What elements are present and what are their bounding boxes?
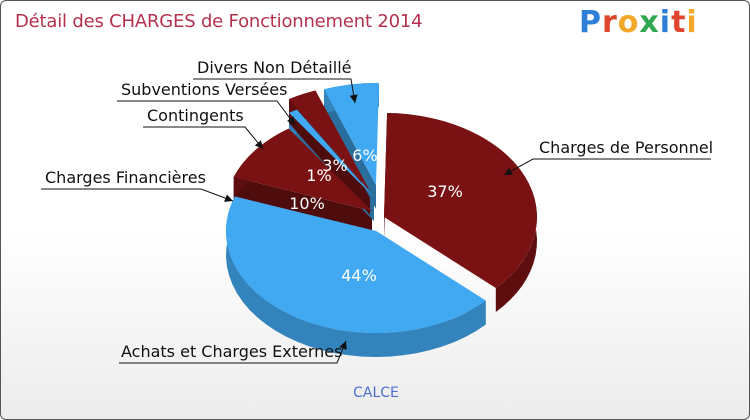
logo-letter: P (579, 5, 602, 40)
leader-arrowhead (254, 140, 263, 149)
logo-letter: t (671, 5, 687, 40)
pie-slice-contingents[interactable] (289, 109, 374, 198)
pie-slice-achats-et-charges-externes[interactable] (225, 196, 486, 334)
slice-label: Charges de Personnel (539, 138, 713, 157)
logo-letter: x (639, 5, 660, 40)
pie-slices (225, 82, 537, 357)
chart-title: Détail des CHARGES de Fonctionnement 201… (15, 11, 423, 32)
slice-percent-label: 10% (289, 194, 325, 213)
pie-slice-divers-non-detaille[interactable] (324, 82, 379, 185)
leader-arrowhead (349, 94, 358, 103)
chart-caption: CALCE (353, 385, 399, 401)
leader-line (143, 126, 264, 150)
slice-label: Divers Non Détaillé (197, 58, 351, 77)
slice-percent-label: 37% (427, 182, 463, 201)
pie-slice-subventions-versees[interactable] (289, 90, 370, 192)
leader-lines (41, 78, 711, 364)
logo-letter: i (659, 5, 672, 40)
leader-arrowhead (287, 116, 295, 125)
logo-letter: o (617, 5, 640, 40)
logo-letter: r (602, 5, 618, 40)
leader-arrowhead (504, 167, 513, 175)
slice-label: Achats et Charges Externes (121, 342, 342, 361)
slice-percent-label: 44% (341, 266, 377, 285)
slice-label: Subventions Versées (121, 80, 287, 99)
leader-line (117, 100, 296, 126)
leader-arrowhead (224, 194, 233, 202)
slice-label: Charges Financières (45, 168, 206, 187)
leader-line (503, 158, 711, 176)
pie-slice-charges-financieres[interactable] (233, 128, 372, 211)
slice-percent-label: 1% (306, 166, 331, 185)
leader-line (193, 78, 356, 104)
slice-percent-label: 6% (352, 146, 377, 165)
pie-slice-inner-wall (233, 177, 372, 235)
leader-line (41, 188, 234, 202)
pie-slice-side (226, 196, 486, 357)
leader-arrowhead (339, 341, 347, 350)
logo-letter: i (686, 5, 698, 40)
slice-labels: Charges de Personnel Achats et Charges Ex… (45, 58, 713, 361)
pie-slice-charges-de-personnel[interactable] (384, 113, 537, 288)
slice-label: Contingents (147, 106, 244, 125)
percent-labels: 37% 44% 10% 1%3% 6% (289, 146, 463, 285)
slice-percent-label: 3% (322, 156, 347, 175)
proxiti-logo: Proxiti (579, 5, 698, 40)
